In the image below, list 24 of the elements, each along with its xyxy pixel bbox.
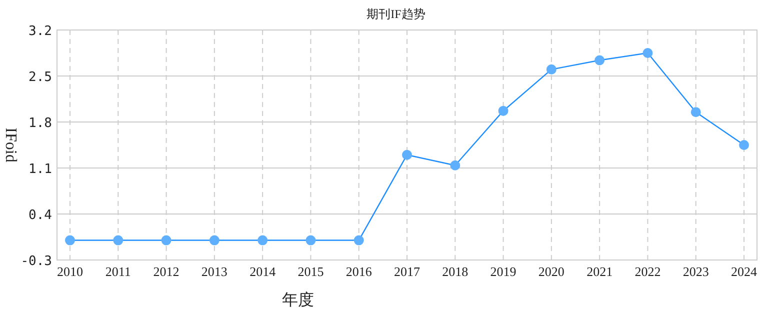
- y-tick-label: -0.3: [20, 254, 52, 269]
- x-tick-label: 2015: [298, 264, 324, 279]
- y-tick-label: 1.8: [28, 116, 52, 131]
- x-tick-label: 2021: [586, 264, 613, 279]
- y-axis-title: IFoid: [2, 128, 19, 162]
- x-tick-label: 2011: [105, 264, 131, 279]
- y-tick-label: 2.5: [28, 70, 52, 85]
- x-tick-label: 2016: [346, 264, 372, 279]
- y-tick-label: 1.1: [28, 162, 52, 177]
- x-tick-label: 2020: [538, 264, 564, 279]
- x-tick-label: 2012: [153, 264, 180, 279]
- x-tick-label: 2022: [634, 264, 661, 279]
- y-tick-label: 3.2: [28, 24, 52, 39]
- x-axis-title: 年度: [282, 291, 314, 309]
- x-tick-label: 2014: [250, 264, 276, 279]
- y-tick-label: 0.4: [28, 208, 52, 223]
- x-tick-label: 2024: [731, 264, 758, 279]
- x-tick-label: 2018: [442, 264, 468, 279]
- x-tick-label: 2017: [394, 264, 420, 279]
- x-tick-label: 2013: [201, 264, 228, 279]
- x-tick-label: 2010: [57, 264, 83, 279]
- x-tick-label: 2019: [490, 264, 516, 279]
- x-tick-label: 2023: [682, 264, 709, 279]
- chart-title: 期刊IF趋势: [366, 7, 426, 21]
